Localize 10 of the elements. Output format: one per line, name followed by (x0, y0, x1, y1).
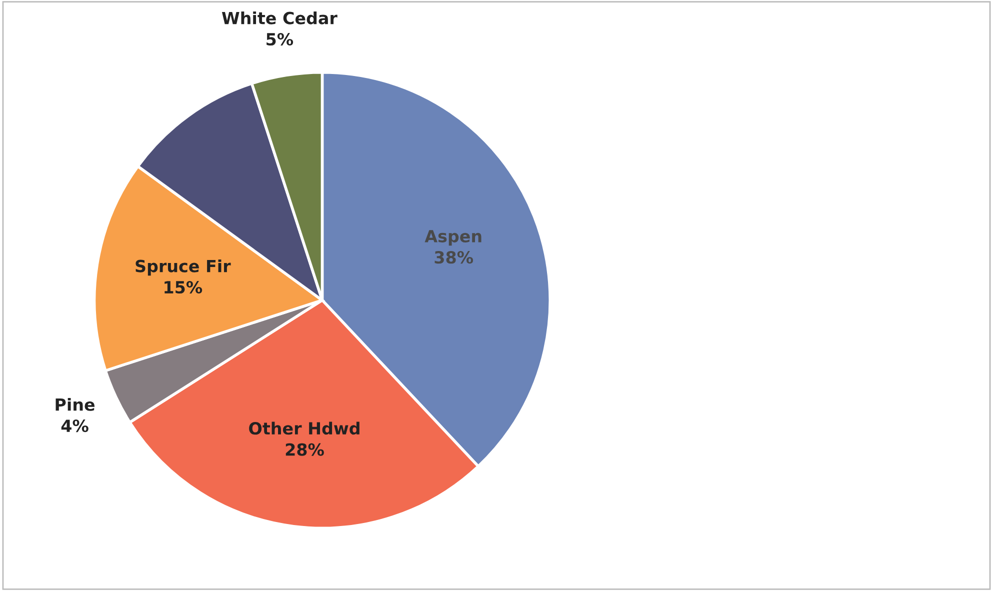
slice-label: Aspen (424, 230, 482, 246)
data-label: 38% (434, 251, 474, 264)
data-label: 15% (164, 280, 202, 294)
slice-label: White Cedar (222, 11, 338, 24)
data-label: 5% (266, 32, 294, 46)
data-label: 4% (61, 419, 88, 432)
slice-label: Pine (56, 398, 95, 411)
slice-label: Spruce Fir (136, 259, 231, 276)
slice-label: Other Hdwd (249, 422, 360, 435)
data-label: 28% (286, 443, 324, 456)
